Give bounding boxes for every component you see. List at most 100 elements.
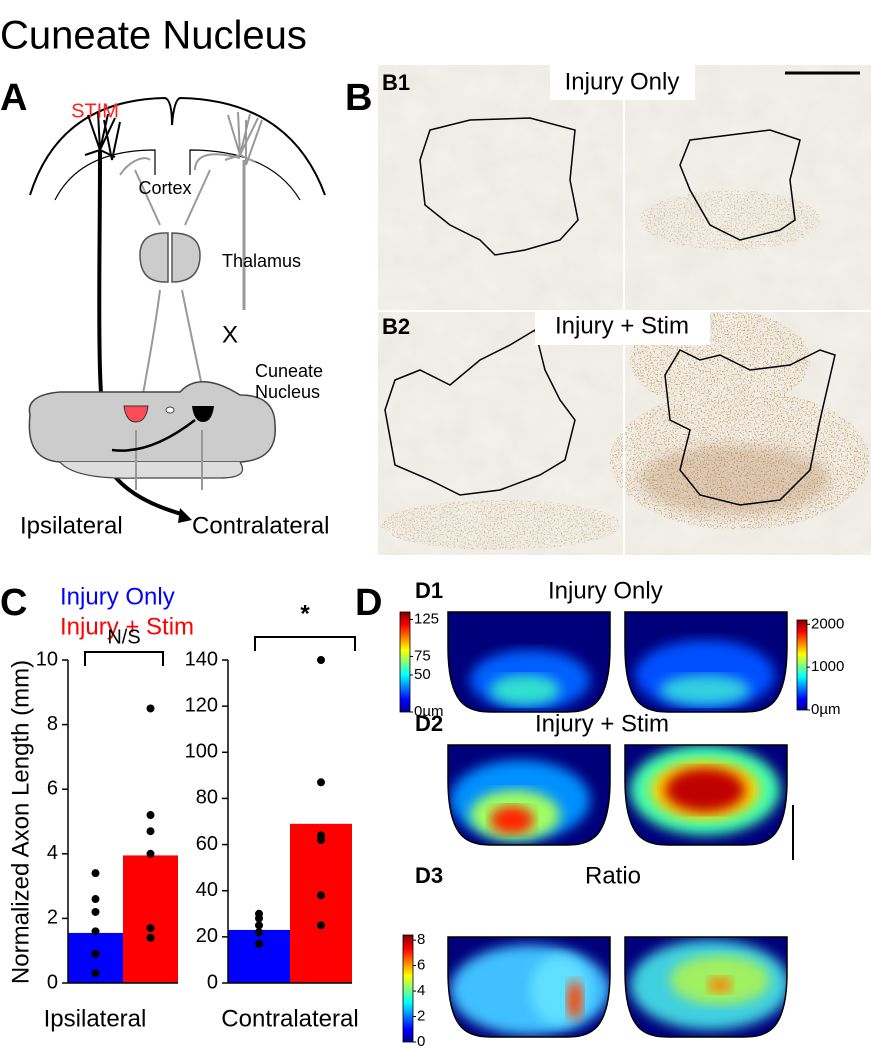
y-tick-label: 4: [47, 842, 58, 864]
arrowhead: [178, 508, 192, 523]
heatmap-outline: [624, 611, 788, 713]
colorbar-tick-label: 1000: [811, 658, 844, 675]
y-tick-label: 40: [196, 879, 218, 901]
heatmap: [448, 937, 610, 1037]
data-point: [146, 827, 155, 836]
panel-d: D D1 Injury Only D2 Injury + Stim D3 Rat…: [355, 577, 844, 1050]
medulla-lower: [59, 461, 244, 479]
colorbar-tick-label: 125: [414, 610, 439, 627]
heatmap-blob: [490, 806, 534, 834]
data-point: [91, 949, 100, 958]
figure-title: Cuneate Nucleus: [0, 14, 307, 58]
heatmap-blob: [660, 675, 750, 705]
y-tick-label: 100: [185, 741, 218, 763]
heatmap-blob: [567, 980, 583, 1020]
nucleus-label: Cuneate: [255, 361, 323, 381]
panel-a: A STIM Cortex Thalamus X Cuneate Nucleus…: [0, 77, 329, 539]
colorbar-tick-label: 4: [417, 982, 425, 999]
y-tick-label: 2: [47, 907, 58, 929]
thalamus: [139, 232, 201, 283]
central-canal: [165, 406, 175, 414]
colorbar-tick-label: 75: [414, 647, 431, 664]
colorbar-tick-label: 50: [414, 666, 431, 683]
panel-label: B: [345, 77, 372, 119]
cortex-outline: [29, 96, 326, 196]
data-point: [91, 869, 100, 878]
legend-entry: Injury + Stim: [60, 613, 194, 640]
y-tick-label: 10: [36, 648, 58, 670]
subpanel-title: Injury Only: [548, 577, 663, 604]
data-point: [91, 927, 100, 936]
data-point: [317, 921, 325, 930]
ipsilateral-label: Ipsilateral: [20, 512, 123, 539]
thalamocortical-path: [119, 153, 241, 176]
data-point: [317, 835, 325, 844]
contralateral-nucleus: [192, 406, 214, 422]
colorbar-tick-label: 0: [417, 1033, 425, 1050]
y-tick-label: 60: [196, 833, 218, 855]
heatmap-blob: [665, 768, 745, 812]
crossing-sprout: [111, 419, 196, 452]
heatmap: [448, 745, 610, 845]
x-axis-label: Ipsilateral: [44, 1005, 147, 1032]
subpanel-label: B1: [382, 70, 410, 95]
colorbar-tick-label: 2000: [811, 615, 844, 632]
data-point: [255, 914, 263, 923]
panel-label: A: [0, 77, 27, 119]
ipsilateral-nucleus: [123, 405, 149, 423]
subpanel-label: D1: [415, 578, 443, 603]
data-point: [317, 778, 325, 787]
nucleus-outline: [419, 117, 579, 256]
lesion-mark: X: [222, 321, 238, 348]
stim-neurons: [84, 111, 121, 161]
panel-b: B B1 Injury Only B2 Injury + Stim: [345, 65, 871, 555]
data-point: [146, 849, 155, 858]
colorbar: [796, 619, 808, 711]
title-box: [550, 65, 695, 100]
heatmap-blob: [708, 977, 732, 993]
bar: [228, 929, 290, 983]
subpanel-label: D3: [415, 863, 443, 888]
heatmap: [625, 745, 787, 845]
heatmap: [625, 612, 787, 712]
y-tick-label: 140: [185, 648, 218, 670]
heatmap-outline: [624, 936, 788, 1038]
data-point: [146, 924, 155, 933]
stim-label: STIM: [71, 100, 119, 122]
subpanel-label: D2: [415, 711, 443, 736]
y-tick-label: 0: [207, 971, 218, 993]
subpanel-label: B2: [382, 314, 410, 339]
thalamus-label: Thalamus: [222, 251, 301, 271]
colorbar: [402, 934, 414, 1043]
arrows-to-cortex: [134, 169, 211, 226]
contralateral-label: Contralateral: [192, 512, 329, 539]
y-tick-label: 0: [47, 971, 58, 993]
significance-bracket: [254, 636, 356, 651]
nucleus-label: Nucleus: [255, 382, 320, 402]
colorbar-tick-label: 0µm: [811, 701, 840, 718]
subpanel-title: Injury + Stim: [555, 312, 689, 339]
y-tick-label: 8: [47, 713, 58, 735]
data-point: [91, 969, 100, 978]
subpanel-title: Injury Only: [565, 68, 680, 95]
y-tick-label: 80: [196, 787, 218, 809]
subpanel-title: Injury + Stim: [535, 710, 669, 737]
panel-c: C Normalized Axon Length (mm) Injury Onl…: [0, 582, 359, 1032]
y-tick-label: 20: [196, 925, 218, 947]
data-point: [317, 891, 325, 900]
x-axis-label: Contralateral: [221, 1005, 358, 1032]
colorbar: [399, 611, 411, 713]
colorbar-tick-label: 6: [417, 957, 425, 974]
cortex-label: Cortex: [138, 178, 191, 198]
afferent-inputs: [135, 430, 203, 490]
significance-label: *: [300, 600, 310, 627]
y-tick-label: 120: [185, 694, 218, 716]
data-point: [255, 939, 263, 948]
colorbar-tick-label: 0µm: [414, 703, 443, 720]
heatmap-outline: [447, 936, 611, 1038]
data-point: [91, 907, 100, 916]
data-point: [146, 933, 155, 942]
data-point: [255, 928, 263, 937]
heatmap-outline: [447, 744, 611, 846]
